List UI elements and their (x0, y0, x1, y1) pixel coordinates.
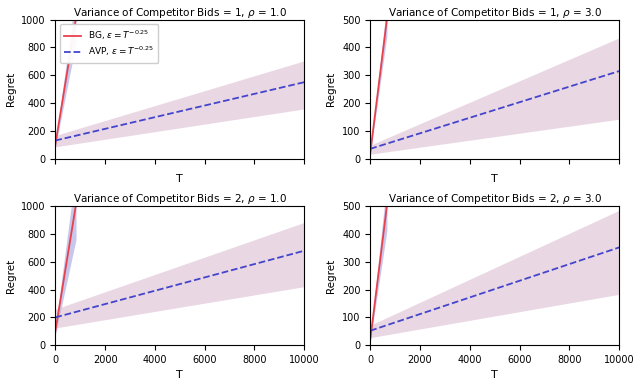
BG, $\varepsilon = T^{-0.25}$ (72, 15, 80, 20)
AVP, $\varepsilon = T^{-0.25}$ (392, 139, 399, 143)
X-axis label: T: T (177, 174, 183, 184)
AVP, $\varepsilon = T^{-0.25}$ (561, 86, 568, 91)
AVP, $\varepsilon = T^{-0.25}$ (467, 115, 475, 120)
BG, $\varepsilon = T^{-0.25}$ (68, 40, 76, 44)
BG, $\varepsilon = T^{-0.25}$ (383, 20, 390, 25)
BG, $\varepsilon = T^{-0.25}$ (67, 233, 75, 237)
AVP, $\varepsilon = T^{-0.25}$ (300, 80, 308, 85)
Y-axis label: Regret: Regret (326, 259, 337, 293)
Line: BG, $\varepsilon = T^{-0.25}$: BG, $\varepsilon = T^{-0.25}$ (371, 205, 387, 340)
Legend: BG, $\varepsilon = T^{-0.25}$, AVP, $\varepsilon = T^{-0.25}$: BG, $\varepsilon = T^{-0.25}$, AVP, $\va… (60, 24, 158, 63)
Title: Variance of Competitor Bids = 2, $\rho$ = 1.0: Variance of Competitor Bids = 2, $\rho$ … (73, 192, 287, 206)
BG, $\varepsilon = T^{-0.25}$ (52, 141, 60, 146)
BG, $\varepsilon = T^{-0.25}$ (376, 261, 383, 266)
AVP, $\varepsilon = T^{-0.25}$ (615, 69, 623, 73)
BG, $\varepsilon = T^{-0.25}$ (52, 321, 60, 326)
BG, $\varepsilon = T^{-0.25}$ (383, 203, 391, 208)
AVP, $\varepsilon = T^{-0.25}$ (615, 245, 623, 250)
BG, $\varepsilon = T^{-0.25}$ (61, 273, 68, 277)
Line: AVP, $\varepsilon = T^{-0.25}$: AVP, $\varepsilon = T^{-0.25}$ (55, 82, 304, 141)
AVP, $\varepsilon = T^{-0.25}$ (561, 264, 568, 268)
AVP, $\varepsilon = T^{-0.25}$ (250, 91, 258, 96)
AVP, $\varepsilon = T^{-0.25}$ (367, 328, 374, 333)
AVP, $\varepsilon = T^{-0.25}$ (538, 271, 545, 276)
AVP, $\varepsilon = T^{-0.25}$ (565, 262, 573, 267)
BG, $\varepsilon = T^{-0.25}$ (376, 74, 383, 79)
BG, $\varepsilon = T^{-0.25}$ (51, 142, 59, 147)
AVP, $\varepsilon = T^{-0.25}$ (476, 292, 484, 296)
AVP, $\varepsilon = T^{-0.25}$ (161, 112, 169, 117)
BG, $\varepsilon = T^{-0.25}$ (367, 337, 374, 342)
BG, $\varepsilon = T^{-0.25}$ (67, 46, 75, 51)
AVP, $\varepsilon = T^{-0.25}$ (246, 93, 253, 97)
AVP, $\varepsilon = T^{-0.25}$ (392, 320, 399, 325)
BG, $\varepsilon = T^{-0.25}$ (370, 307, 378, 312)
Line: AVP, $\varepsilon = T^{-0.25}$: AVP, $\varepsilon = T^{-0.25}$ (55, 251, 304, 317)
AVP, $\varepsilon = T^{-0.25}$ (77, 308, 84, 313)
AVP, $\varepsilon = T^{-0.25}$ (51, 138, 59, 143)
BG, $\varepsilon = T^{-0.25}$ (371, 305, 378, 310)
X-axis label: T: T (492, 174, 498, 184)
Title: Variance of Competitor Bids = 1, $\rho$ = 3.0: Variance of Competitor Bids = 1, $\rho$ … (388, 5, 602, 20)
AVP, $\varepsilon = T^{-0.25}$ (152, 288, 160, 293)
AVP, $\varepsilon = T^{-0.25}$ (152, 115, 160, 119)
AVP, $\varepsilon = T^{-0.25}$ (300, 249, 308, 253)
BG, $\varepsilon = T^{-0.25}$ (381, 217, 389, 222)
BG, $\varepsilon = T^{-0.25}$ (367, 151, 374, 155)
AVP, $\varepsilon = T^{-0.25}$ (222, 98, 230, 103)
BG, $\varepsilon = T^{-0.25}$ (52, 327, 60, 332)
Line: BG, $\varepsilon = T^{-0.25}$: BG, $\varepsilon = T^{-0.25}$ (55, 205, 76, 331)
Y-axis label: Regret: Regret (6, 259, 15, 293)
BG, $\varepsilon = T^{-0.25}$ (72, 202, 80, 207)
BG, $\varepsilon = T^{-0.25}$ (371, 119, 378, 123)
BG, $\varepsilon = T^{-0.25}$ (376, 259, 384, 264)
AVP, $\varepsilon = T^{-0.25}$ (367, 147, 374, 151)
Line: AVP, $\varepsilon = T^{-0.25}$: AVP, $\varepsilon = T^{-0.25}$ (371, 71, 619, 149)
X-axis label: T: T (492, 371, 498, 381)
BG, $\varepsilon = T^{-0.25}$ (381, 30, 389, 35)
AVP, $\varepsilon = T^{-0.25}$ (250, 262, 258, 267)
BG, $\varepsilon = T^{-0.25}$ (61, 266, 69, 271)
AVP, $\varepsilon = T^{-0.25}$ (161, 286, 169, 290)
BG, $\varepsilon = T^{-0.25}$ (61, 86, 68, 90)
Line: AVP, $\varepsilon = T^{-0.25}$: AVP, $\varepsilon = T^{-0.25}$ (371, 247, 619, 331)
BG, $\varepsilon = T^{-0.25}$ (61, 80, 69, 84)
Line: BG, $\varepsilon = T^{-0.25}$: BG, $\varepsilon = T^{-0.25}$ (55, 18, 76, 145)
Y-axis label: Regret: Regret (326, 72, 337, 106)
AVP, $\varepsilon = T^{-0.25}$ (77, 132, 84, 137)
Y-axis label: Regret: Regret (6, 72, 15, 106)
BG, $\varepsilon = T^{-0.25}$ (383, 17, 391, 21)
Title: Variance of Competitor Bids = 2, $\rho$ = 3.0: Variance of Competitor Bids = 2, $\rho$ … (388, 192, 602, 206)
AVP, $\varepsilon = T^{-0.25}$ (565, 85, 573, 89)
BG, $\varepsilon = T^{-0.25}$ (68, 227, 76, 231)
BG, $\varepsilon = T^{-0.25}$ (51, 329, 59, 334)
Line: BG, $\varepsilon = T^{-0.25}$: BG, $\varepsilon = T^{-0.25}$ (371, 19, 387, 153)
Title: Variance of Competitor Bids = 1, $\rho$ = 1.0: Variance of Competitor Bids = 1, $\rho$ … (73, 5, 287, 20)
BG, $\varepsilon = T^{-0.25}$ (370, 121, 378, 125)
X-axis label: T: T (177, 371, 183, 381)
BG, $\varepsilon = T^{-0.25}$ (383, 207, 390, 212)
AVP, $\varepsilon = T^{-0.25}$ (51, 315, 59, 320)
BG, $\varepsilon = T^{-0.25}$ (376, 73, 384, 77)
AVP, $\varepsilon = T^{-0.25}$ (467, 295, 475, 300)
AVP, $\varepsilon = T^{-0.25}$ (476, 112, 484, 117)
AVP, $\varepsilon = T^{-0.25}$ (246, 263, 253, 268)
AVP, $\varepsilon = T^{-0.25}$ (222, 269, 230, 274)
BG, $\varepsilon = T^{-0.25}$ (52, 135, 60, 139)
AVP, $\varepsilon = T^{-0.25}$ (538, 93, 545, 98)
